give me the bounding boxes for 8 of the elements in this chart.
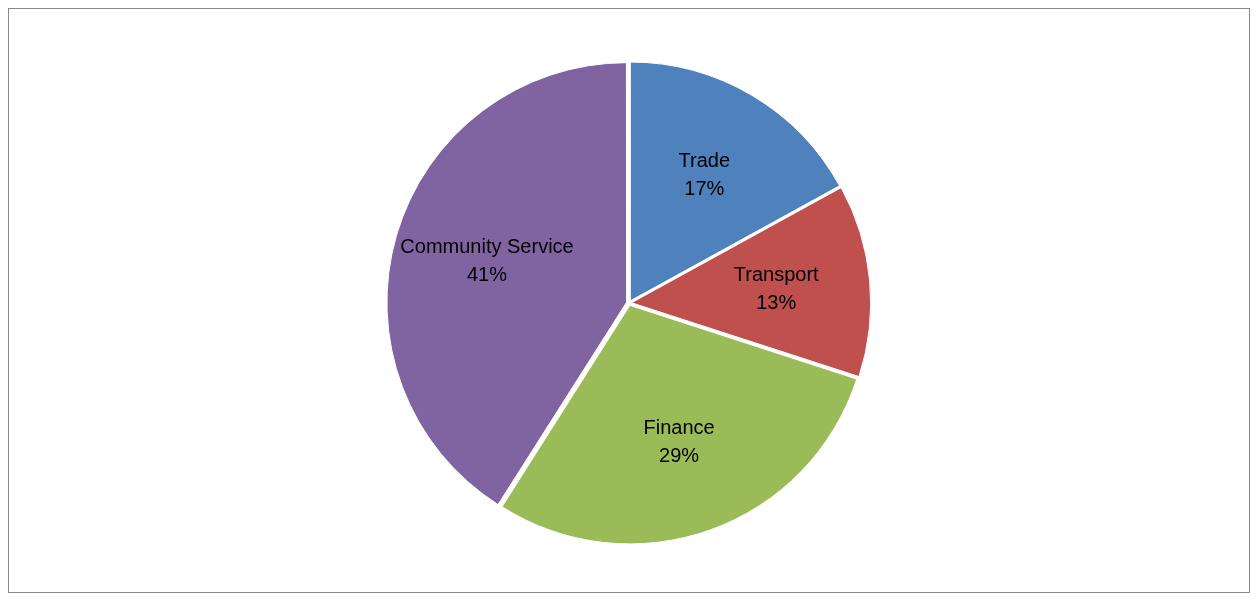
slice-label: Trade	[678, 149, 731, 172]
slice-label: Finance	[643, 415, 715, 438]
data-label: 41%	[466, 263, 508, 286]
data-label: 17%	[684, 177, 725, 200]
slice-label: Community Service	[400, 235, 574, 258]
data-label: 29%	[659, 443, 700, 466]
data-label: 13%	[756, 290, 797, 313]
slice-label: Transport	[733, 262, 820, 285]
